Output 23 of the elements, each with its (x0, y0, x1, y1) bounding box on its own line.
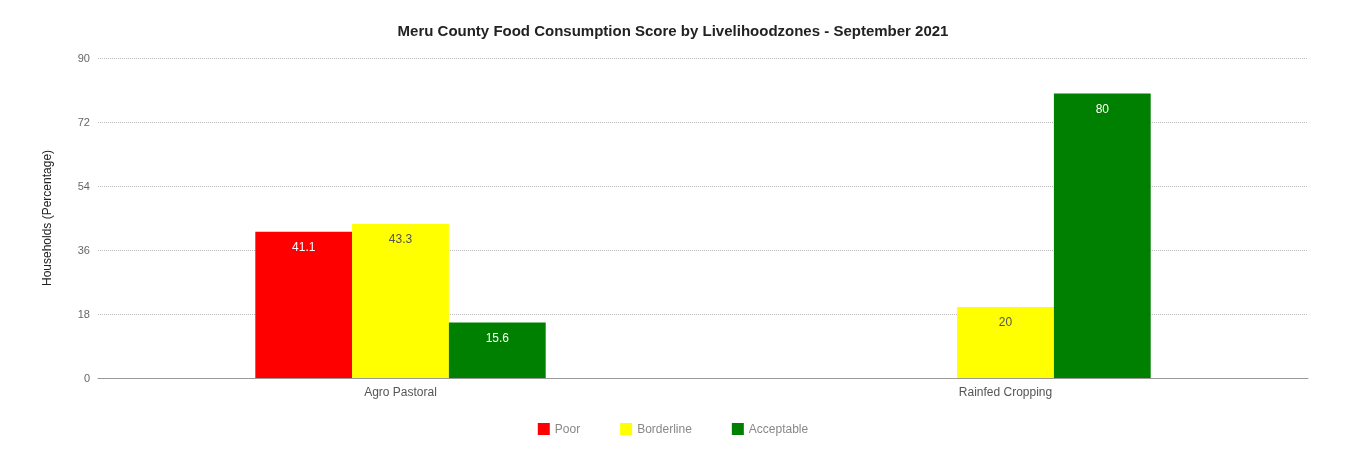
data-label: 15.6 (485, 330, 510, 345)
data-label: 80 (1095, 101, 1110, 116)
legend-label: Poor (554, 422, 581, 436)
legend-label: Borderline (637, 422, 693, 436)
y-axis-title: Households (Percentage) (40, 149, 54, 287)
y-tick-label: 18 (77, 308, 90, 320)
bar (448, 322, 546, 378)
x-tick-label: Agro Pastoral (364, 385, 437, 399)
bar (957, 306, 1054, 378)
data-label: 41.1 (292, 239, 316, 254)
x-tick-label: Rainfed Cropping (958, 385, 1053, 399)
y-tick-label: 0 (83, 372, 90, 384)
chart-title: Meru County Food Consumption Score by Livelihoodzones - September 2021 (397, 22, 949, 39)
legend-label: Acceptable (748, 422, 809, 436)
y-tick-label: 90 (77, 52, 90, 64)
data-label: 20 (998, 314, 1013, 329)
y-tick-label: 54 (77, 180, 90, 192)
data-label: 43.3 (388, 232, 413, 247)
y-tick-label: 36 (77, 244, 90, 256)
bar (255, 231, 353, 378)
bar (1053, 93, 1151, 378)
y-tick-label: 72 (77, 116, 90, 128)
bar (352, 224, 449, 378)
